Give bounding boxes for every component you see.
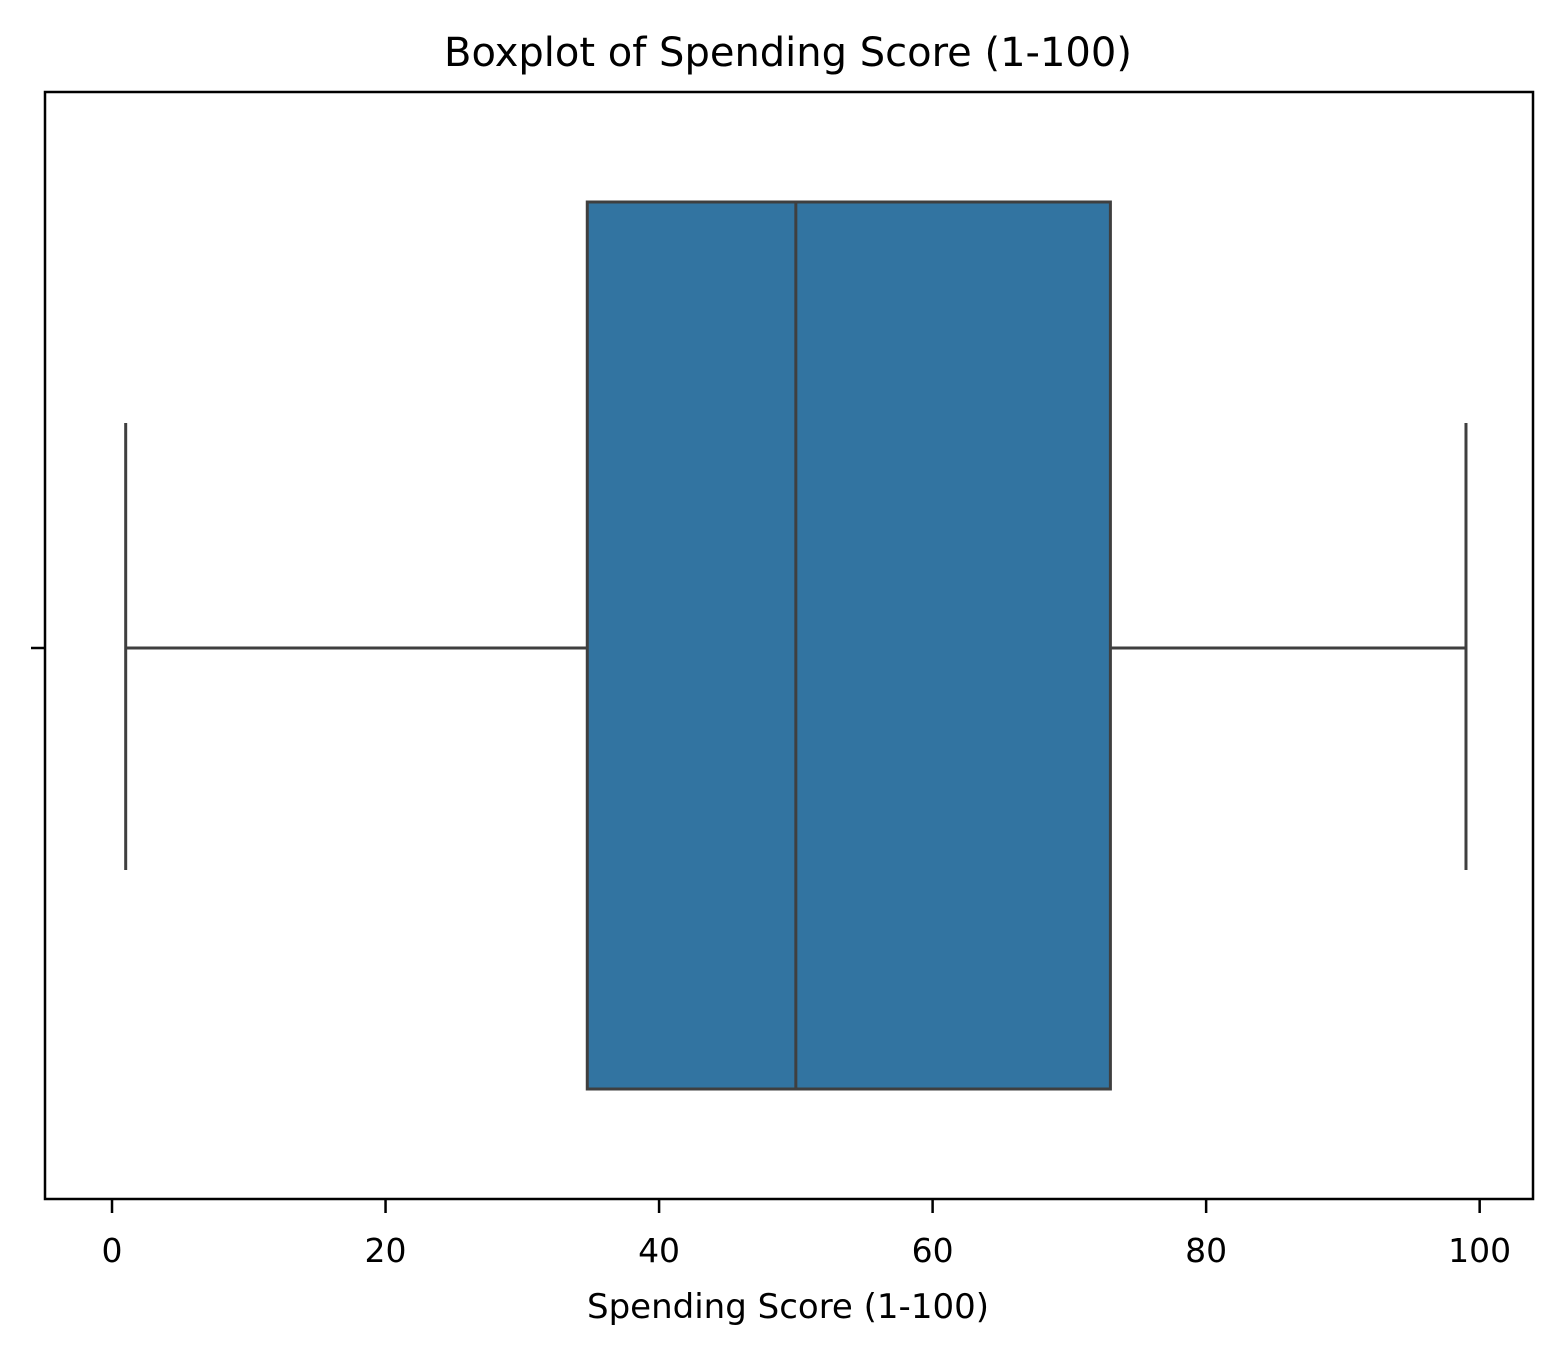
chart-title: Boxplot of Spending Score (1-100) xyxy=(444,30,1132,76)
x-tick-label: 0 xyxy=(102,1231,123,1270)
x-axis-ticks: 0 20 40 60 80 100 xyxy=(102,1199,1511,1270)
x-tick-label: 20 xyxy=(365,1231,407,1270)
iqr-box xyxy=(585,200,1112,1091)
x-tick-label: 100 xyxy=(1448,1231,1511,1270)
x-tick-label: 80 xyxy=(1185,1231,1227,1270)
plot-frame xyxy=(43,90,1535,1201)
x-tick-label: 60 xyxy=(912,1231,954,1270)
x-tick-label: 40 xyxy=(638,1231,680,1270)
x-axis-label: Spending Score (1-100) xyxy=(587,1287,989,1327)
plot-area xyxy=(124,200,1468,1091)
